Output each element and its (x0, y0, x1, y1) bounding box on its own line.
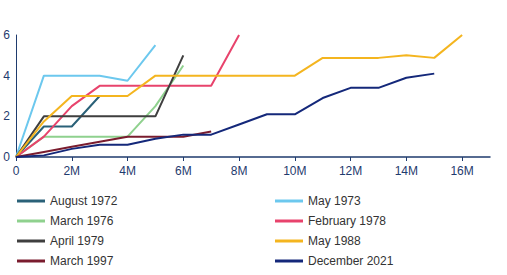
svg-text:10M: 10M (283, 164, 306, 178)
svg-text:February 1978: February 1978 (308, 214, 386, 228)
svg-text:0: 0 (3, 150, 10, 164)
svg-text:4M: 4M (119, 164, 136, 178)
svg-text:2: 2 (3, 109, 10, 123)
svg-text:6: 6 (3, 28, 10, 42)
svg-text:6M: 6M (175, 164, 192, 178)
svg-text:4: 4 (3, 69, 10, 83)
svg-text:12M: 12M (339, 164, 362, 178)
svg-text:8M: 8M (231, 164, 248, 178)
svg-text:April 1979: April 1979 (50, 234, 104, 248)
svg-text:May 1988: May 1988 (308, 234, 361, 248)
svg-text:14M: 14M (395, 164, 418, 178)
svg-text:May 1973: May 1973 (308, 194, 361, 208)
svg-text:March 1997: March 1997 (50, 254, 114, 268)
svg-text:2M: 2M (63, 164, 80, 178)
svg-text:March 1976: March 1976 (50, 214, 114, 228)
svg-text:December 2021: December 2021 (308, 254, 394, 268)
svg-text:0: 0 (13, 164, 20, 178)
svg-text:August 1972: August 1972 (50, 194, 118, 208)
svg-text:16M: 16M (450, 164, 473, 178)
